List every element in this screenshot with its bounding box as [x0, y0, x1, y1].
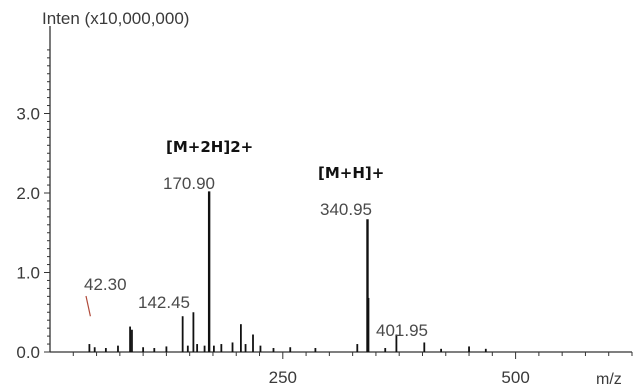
- ion-label: [M+H]+: [318, 164, 384, 182]
- peak-label: 142.45: [138, 293, 190, 312]
- peak-label: 42.30: [84, 275, 127, 294]
- y-tick-label: 2.0: [16, 184, 40, 203]
- peak-label: 401.95: [376, 321, 428, 340]
- y-tick-label: 1.0: [16, 264, 40, 283]
- annotations-group: 42.30 142.45 170.90 340.95 401.95 [M+2H]2+ [M+…: [84, 138, 428, 340]
- y-tick-label: 3.0: [16, 105, 40, 124]
- x-tick-label: 250: [269, 368, 297, 387]
- ion-label: [M+2H]2+: [166, 138, 253, 156]
- peak-label: 170.90: [163, 174, 215, 193]
- y-axis-label: Inten (x10,000,000): [42, 9, 189, 28]
- x-axis-label: m/z: [596, 371, 622, 388]
- peak-label-leader: [85, 295, 91, 317]
- x-tick-label: 500: [501, 368, 529, 387]
- axes: 0.0 1.0 2.0 3.0 250 500: [16, 26, 633, 387]
- peaks-group: [88, 191, 487, 352]
- y-tick-label: 0.0: [16, 343, 40, 362]
- peak-label: 340.95: [320, 200, 372, 219]
